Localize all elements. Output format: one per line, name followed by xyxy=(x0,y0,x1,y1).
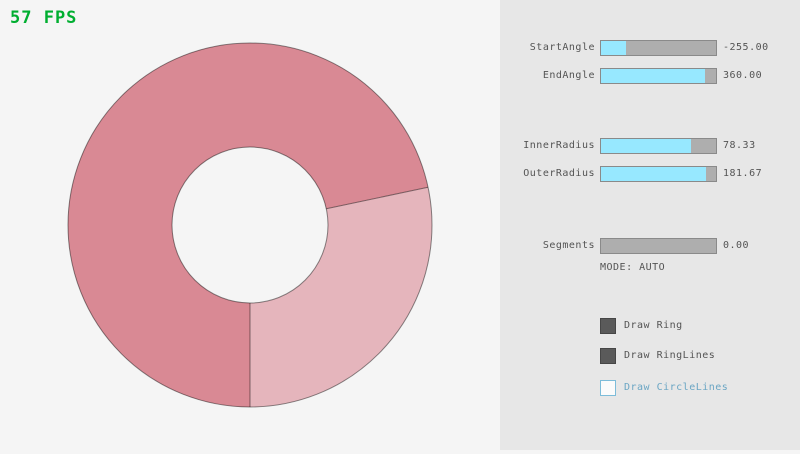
draw-circlelines-checkbox-row: Draw CircleLines xyxy=(600,380,780,397)
draw-ring-label: Draw Ring xyxy=(624,320,683,331)
ring-sector-light xyxy=(250,187,432,407)
start-angle-value: -255.00 xyxy=(723,42,769,53)
inner-radius-label: InnerRadius xyxy=(523,140,595,151)
end-angle-slider-fill xyxy=(601,69,705,83)
slider-row-outer-radius: OuterRadius 181.67 xyxy=(0,166,800,182)
start-angle-slider-fill xyxy=(601,41,627,55)
draw-circlelines-checkbox[interactable] xyxy=(600,380,616,396)
end-angle-label: EndAngle xyxy=(542,70,595,81)
outer-radius-slider[interactable] xyxy=(600,166,717,182)
draw-ringlines-checkbox-row: Draw RingLines xyxy=(600,348,780,365)
ring-sector-dark xyxy=(67,43,428,407)
outer-radius-slider-fill xyxy=(601,167,706,181)
fps-counter: 57 FPS xyxy=(10,8,78,28)
ring-figure xyxy=(67,42,433,408)
slider-row-start-angle: StartAngle -255.00 xyxy=(0,40,800,56)
inner-radius-value: 78.33 xyxy=(723,140,756,151)
end-angle-slider[interactable] xyxy=(600,68,717,84)
render-canvas xyxy=(67,42,433,408)
inner-radius-slider-fill xyxy=(601,139,691,153)
slider-row-inner-radius: InnerRadius 78.33 xyxy=(0,138,800,154)
slider-row-end-angle: EndAngle 360.00 xyxy=(0,68,800,84)
segments-slider[interactable] xyxy=(600,238,717,254)
outer-radius-label: OuterRadius xyxy=(523,168,595,179)
start-angle-label: StartAngle xyxy=(529,42,595,53)
draw-ring-checkbox[interactable] xyxy=(600,318,616,334)
outer-radius-value: 181.67 xyxy=(723,168,763,179)
ring-lines xyxy=(67,42,433,408)
segments-mode-text: MODE: AUTO xyxy=(600,262,666,273)
segments-value: 0.00 xyxy=(723,240,750,251)
draw-ring-checkbox-row: Draw Ring xyxy=(600,318,780,335)
draw-ringlines-checkbox[interactable] xyxy=(600,348,616,364)
slider-row-segments: Segments 0.00 xyxy=(0,238,800,254)
draw-circlelines-label: Draw CircleLines xyxy=(624,382,729,393)
draw-ringlines-label: Draw RingLines xyxy=(624,350,716,361)
start-angle-slider[interactable] xyxy=(600,40,717,56)
segments-label: Segments xyxy=(542,240,595,251)
inner-radius-slider[interactable] xyxy=(600,138,717,154)
end-angle-value: 360.00 xyxy=(723,70,763,81)
